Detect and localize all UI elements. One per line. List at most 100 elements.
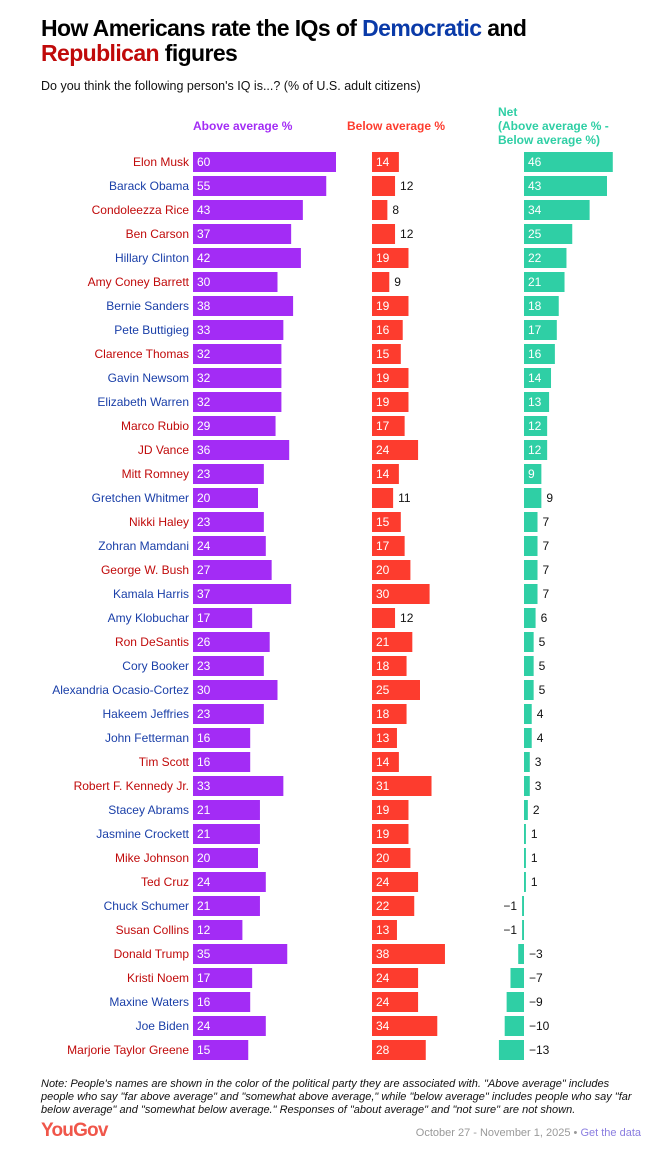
subtitle: Do you think the following person's IQ i… [41, 79, 421, 93]
above-bar [193, 176, 327, 196]
row-name: Robert F. Kennedy Jr. [74, 779, 189, 793]
net-label: 34 [528, 203, 542, 217]
net-bar [524, 800, 528, 820]
above-bar [193, 1040, 249, 1060]
net-bar [524, 608, 536, 628]
above-bar [193, 608, 253, 628]
net-label: 7 [543, 587, 550, 601]
below-bar [372, 920, 397, 940]
net-bar [524, 656, 534, 676]
net-bar [524, 344, 555, 364]
row-name: Cory Booker [122, 659, 189, 673]
net-bar [524, 368, 552, 388]
above-bar [193, 464, 264, 484]
below-bar [372, 320, 403, 340]
above-label: 24 [197, 1019, 211, 1033]
below-bar [372, 536, 405, 556]
row-name: Marco Rubio [121, 419, 189, 433]
net-bar [506, 992, 524, 1012]
net-bar [524, 560, 538, 580]
net-label: 14 [528, 371, 542, 385]
above-label: 37 [197, 227, 211, 241]
net-bar [524, 464, 542, 484]
above-label: 20 [197, 851, 211, 865]
net-label: 22 [528, 251, 542, 265]
row-name: Tim Scott [139, 755, 190, 769]
above-label: 21 [197, 827, 211, 841]
row-name: Bernie Sanders [106, 299, 189, 313]
row-name: Hillary Clinton [115, 251, 189, 265]
below-bar [372, 200, 388, 220]
above-label: 24 [197, 875, 211, 889]
below-label: 8 [392, 203, 399, 217]
above-label: 26 [197, 635, 211, 649]
below-label: 34 [376, 1019, 390, 1033]
below-label: 14 [376, 467, 390, 481]
above-bar [193, 416, 276, 436]
above-bar [193, 848, 258, 868]
row-name: Gavin Newsom [108, 371, 189, 385]
row-name: Jasmine Crockett [96, 827, 189, 841]
net-label: −13 [529, 1043, 550, 1057]
net-bar [524, 704, 532, 724]
above-bar [193, 344, 282, 364]
row-name: John Fetterman [105, 731, 189, 745]
below-bar [372, 704, 407, 724]
above-bar [193, 728, 251, 748]
below-label: 15 [376, 347, 390, 361]
header-below: Below average % [347, 119, 446, 133]
above-bar [193, 440, 290, 460]
net-bar [524, 488, 542, 508]
below-label: 12 [400, 179, 414, 193]
row-name: Amy Klobuchar [108, 611, 189, 625]
net-bar [524, 152, 613, 172]
below-bar [372, 632, 413, 652]
below-label: 19 [376, 395, 390, 409]
net-bar [524, 272, 565, 292]
net-label: −1 [503, 923, 517, 937]
below-bar [372, 728, 397, 748]
below-bar [372, 176, 396, 196]
net-label: 21 [528, 275, 542, 289]
above-label: 21 [197, 803, 211, 817]
below-bar [372, 1016, 438, 1036]
above-bar [193, 752, 251, 772]
row-name: Mike Johnson [115, 851, 189, 865]
row-name: Amy Coney Barrett [88, 275, 190, 289]
net-label: 2 [533, 803, 540, 817]
chart-title: How Americans rate the IQs of Democratic… [41, 16, 641, 66]
net-label: 5 [539, 683, 546, 697]
net-label: 4 [537, 731, 544, 745]
row-name: Hakeem Jeffries [103, 707, 189, 721]
above-label: 17 [197, 611, 211, 625]
net-label: 1 [531, 827, 538, 841]
net-label: 13 [528, 395, 542, 409]
below-bar [372, 296, 409, 316]
above-label: 20 [197, 491, 211, 505]
below-bar [372, 560, 411, 580]
above-label: 16 [197, 731, 211, 745]
row-name: Mitt Romney [122, 467, 189, 481]
get-data-link[interactable]: Get the data [580, 1127, 641, 1139]
above-label: 23 [197, 467, 211, 481]
net-bar [524, 440, 548, 460]
above-bar [193, 488, 258, 508]
below-bar [372, 488, 394, 508]
below-label: 9 [394, 275, 401, 289]
below-label: 17 [376, 539, 390, 553]
below-bar [372, 584, 430, 604]
net-bar [524, 416, 548, 436]
above-bar [193, 584, 292, 604]
above-label: 16 [197, 755, 211, 769]
net-label: 16 [528, 347, 542, 361]
below-label: 16 [376, 323, 390, 337]
net-label: 5 [539, 659, 546, 673]
net-bar [524, 512, 538, 532]
title-text: and [481, 15, 527, 41]
net-bar [524, 680, 534, 700]
row-name: Pete Buttigieg [114, 323, 189, 337]
net-label: 3 [535, 755, 542, 769]
above-label: 24 [197, 539, 211, 553]
